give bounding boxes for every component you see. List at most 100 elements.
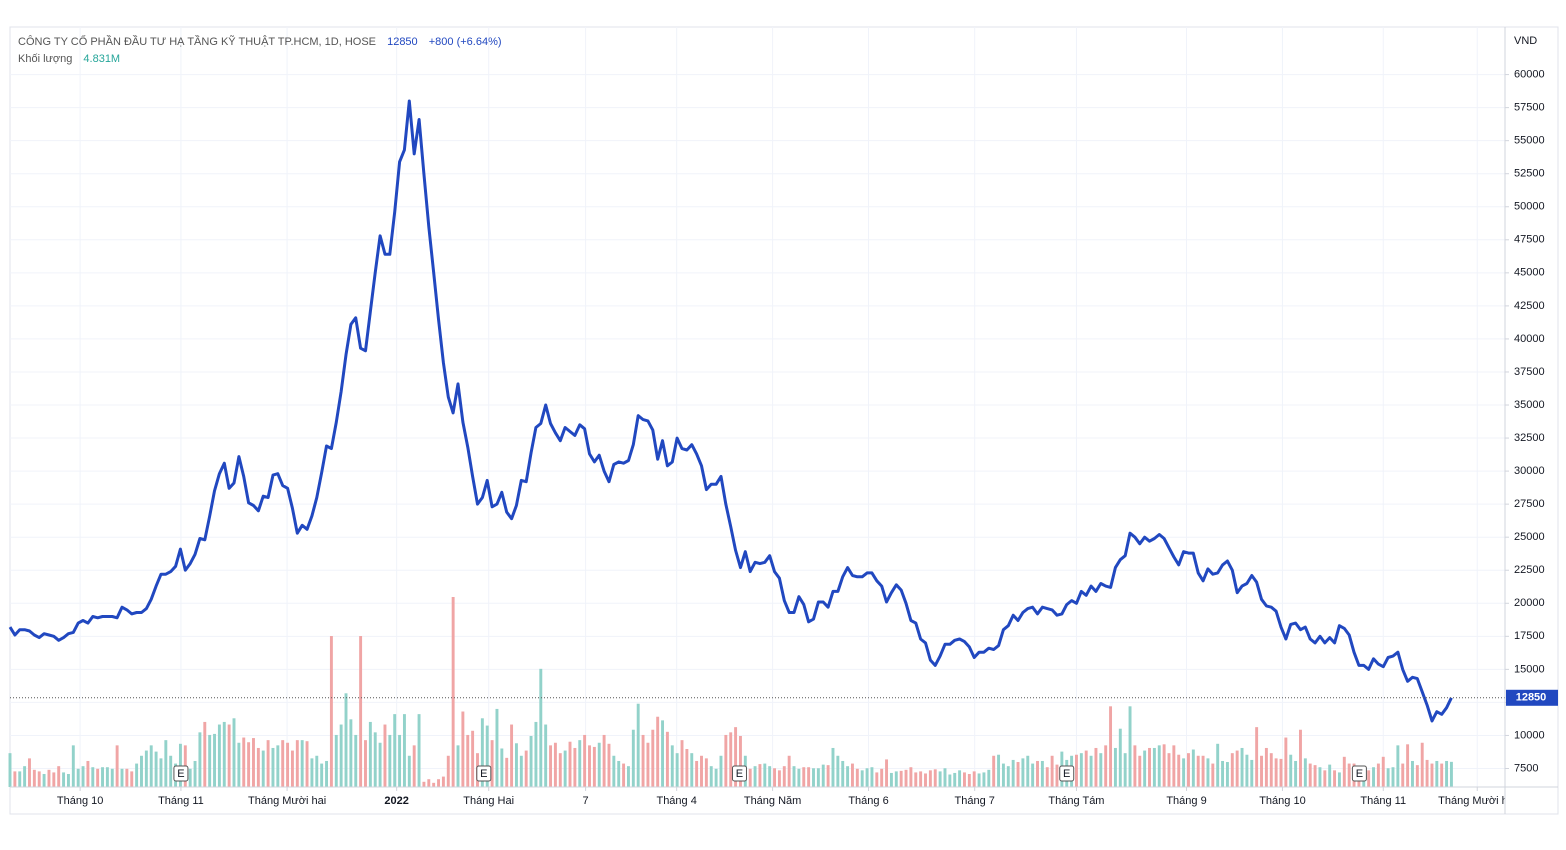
volume-bar <box>816 768 820 787</box>
volume-bar <box>1089 755 1093 787</box>
x-tick-label: Tháng 4 <box>656 795 696 807</box>
volume-bar <box>1118 728 1122 787</box>
volume-bar <box>91 767 95 787</box>
volume-bar <box>8 753 12 787</box>
volume-bar <box>37 771 41 787</box>
volume-bar <box>247 742 251 787</box>
volume-bar <box>1196 755 1200 787</box>
volume-bar <box>656 716 660 787</box>
volume-bar <box>889 772 893 787</box>
volume-bar <box>1133 745 1137 787</box>
volume-bar <box>738 735 742 787</box>
y-tick-label: 52500 <box>1514 168 1545 180</box>
chart-title: CÔNG TY CỔ PHẦN ĐẦU TƯ HẠ TẦNG KỸ THUẬT … <box>18 35 376 48</box>
volume-bar <box>334 734 338 787</box>
volume-bar <box>836 755 840 787</box>
x-tick-label: Tháng Mười hai <box>1438 795 1516 807</box>
volume-bar <box>549 745 552 787</box>
volume-bar <box>524 750 528 787</box>
volume-bar <box>914 772 918 787</box>
volume-bar <box>719 755 723 787</box>
volume-bar <box>670 745 674 787</box>
y-tick-label: 20000 <box>1514 597 1545 609</box>
volume-bar <box>169 755 173 787</box>
volume-bar <box>373 732 377 787</box>
volume-bar <box>1386 768 1390 787</box>
volume-bar <box>242 737 246 787</box>
volume-bar <box>1308 763 1312 787</box>
x-tick-label: 2022 <box>384 795 408 807</box>
volume-bar <box>344 693 348 787</box>
volume-bar <box>23 766 27 787</box>
volume-bar <box>383 724 387 787</box>
x-tick-label: Tháng 9 <box>1166 795 1206 807</box>
volume-bar <box>938 771 942 787</box>
volume-bar <box>812 768 815 787</box>
volume-bar <box>1172 745 1176 787</box>
volume-bar <box>573 747 577 787</box>
event-box <box>731 765 747 782</box>
volume-bar <box>232 718 236 787</box>
volume-bar <box>1264 747 1268 787</box>
volume-bar <box>1337 772 1341 787</box>
x-tick-label: Tháng 10 <box>57 795 103 807</box>
volume-bar <box>641 734 645 787</box>
volume-bar <box>1430 763 1434 787</box>
volume-bar <box>1303 758 1307 787</box>
volume-bar <box>193 760 197 787</box>
volume-bar <box>71 745 75 787</box>
volume-bar <box>237 742 241 787</box>
volume-bar <box>86 760 90 787</box>
volume-bar <box>480 718 484 787</box>
volume-bar <box>256 747 260 787</box>
volume-bar <box>18 771 22 787</box>
volume-bar <box>807 767 811 787</box>
volume-bar <box>1045 767 1049 787</box>
volume-bar <box>178 743 182 787</box>
volume-bar <box>1152 747 1156 787</box>
volume-bar <box>602 734 606 787</box>
volume-bar <box>1245 754 1249 787</box>
volume-bar <box>1367 770 1371 787</box>
price-line <box>8 99 1453 723</box>
volume-bar <box>227 724 231 787</box>
volume-bar <box>977 773 981 787</box>
volume-bar <box>1230 753 1234 787</box>
volume-bar <box>607 743 611 787</box>
volume-bar <box>1021 758 1025 787</box>
volume-bar <box>1109 706 1113 787</box>
volume-bar <box>208 734 212 787</box>
volume-bar <box>529 735 533 787</box>
volume-bar <box>149 745 153 787</box>
volume-bar <box>1240 747 1244 787</box>
volume-bar <box>1143 750 1147 787</box>
volume-bar <box>417 714 421 787</box>
volume-bar <box>281 740 285 787</box>
volume-bar <box>1411 760 1414 787</box>
volume-last: 4.831M <box>83 53 120 65</box>
x-tick-label: Tháng Hai <box>463 795 514 807</box>
volume-bar <box>364 740 367 787</box>
volume-bar <box>1299 729 1302 787</box>
volume-bar <box>1279 758 1283 787</box>
volume-bar <box>1167 753 1171 787</box>
volume-bar <box>539 668 543 787</box>
volume-bar <box>1328 764 1332 787</box>
volume-bar <box>1055 764 1059 787</box>
last-price: 12850 <box>387 36 418 48</box>
y-tick-label: 17500 <box>1514 630 1545 642</box>
volume-bar <box>1040 760 1044 787</box>
volume-bar <box>1255 727 1259 787</box>
volume-bar <box>1079 753 1083 787</box>
volume-bar <box>1050 755 1054 787</box>
volume-bar <box>495 708 499 787</box>
volume-bar <box>159 758 163 787</box>
volume-bar <box>1094 747 1098 787</box>
volume-bar <box>1211 763 1215 787</box>
volume-bar <box>1148 747 1151 787</box>
y-tick-label: 25000 <box>1514 531 1545 543</box>
volume-bar <box>928 770 932 787</box>
volume-bar <box>130 771 134 787</box>
volume-bar <box>972 771 976 787</box>
